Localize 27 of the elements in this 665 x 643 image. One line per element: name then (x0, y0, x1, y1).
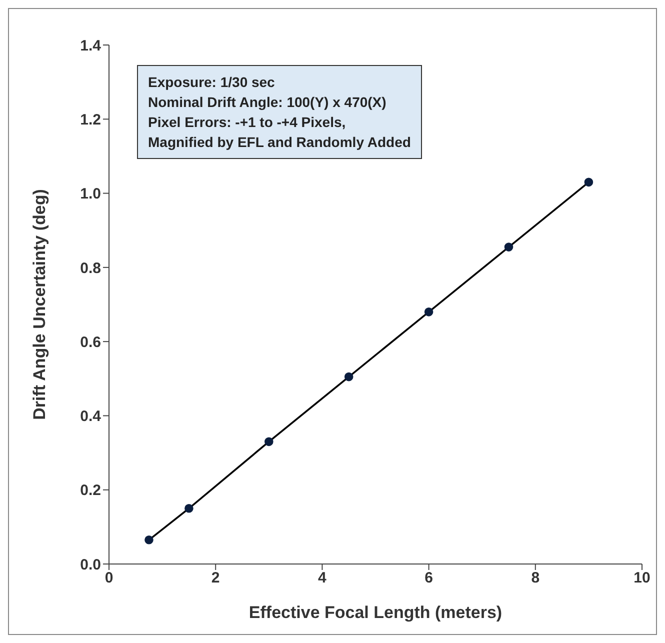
point (264, 437, 274, 446)
point (184, 504, 194, 513)
y-tick-label: 1.4 (80, 37, 102, 54)
point (504, 242, 514, 252)
point (424, 308, 434, 316)
x-tick-label: 8 (531, 570, 540, 587)
annotation: Exposure: 1/30 sec (148, 73, 276, 92)
point (344, 372, 354, 382)
point (584, 178, 594, 187)
x-tick-label: 0 (104, 570, 114, 587)
y-tick-label: 1.0 (80, 186, 101, 203)
y-tick-label: 0.4 (80, 408, 102, 426)
x-tick-label: 2 (211, 570, 220, 587)
y-axis-title: Drift Angle Uncertainty (deg) (30, 189, 50, 420)
x-axis-title: Effective Focal Length (meters) (248, 603, 502, 622)
y-tick-label: 0.2 (80, 482, 101, 500)
y-tick-label: 0.0 (80, 556, 101, 574)
x-tick-label: 6 (424, 570, 433, 587)
point (144, 536, 154, 544)
x-tick-label: 4 (318, 570, 328, 587)
y-tick-label: 0.6 (80, 334, 101, 351)
y-tick-label: 0.8 (80, 260, 101, 277)
x-tick-label: 10 (634, 570, 650, 587)
annotation: Pixel Errors: -+1 to -+4 Pixels, (148, 113, 347, 132)
annotation: Magnified by EFL and Randomly Added (148, 133, 411, 152)
y-tick-label: 1.2 (80, 111, 101, 128)
annotation: Nominal Drift Angle: 100(Y) x 470(X) (148, 93, 388, 112)
